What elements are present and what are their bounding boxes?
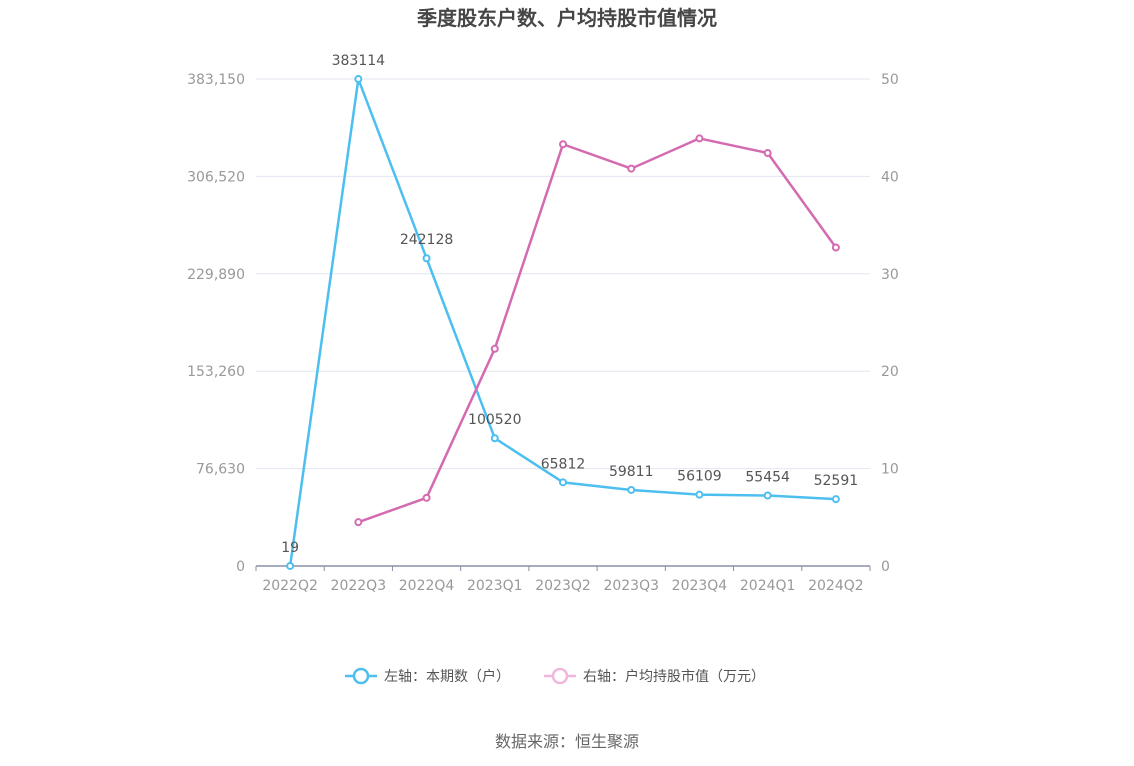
data-label: 56109	[677, 469, 722, 485]
y-left-tick-label: 383,150	[187, 72, 245, 88]
left-series-point	[763, 491, 772, 500]
right-series-point	[695, 134, 704, 143]
right-series-point	[559, 140, 567, 149]
x-tick-label: 2023Q2	[535, 578, 591, 594]
data-label: 59811	[609, 464, 654, 480]
right-series-point	[627, 164, 636, 173]
right-series-point	[422, 493, 431, 502]
left-series-point	[831, 495, 840, 504]
grid	[256, 78, 870, 470]
data-label: 100520	[468, 412, 521, 428]
data-label: 55454	[745, 470, 790, 486]
x-tick-label: 2024Q1	[740, 578, 796, 594]
y-left-tick-label: 229,890	[187, 267, 245, 283]
chart-title: 季度股东户数、户均持股市值情况	[416, 6, 717, 30]
data-label: 65812	[541, 456, 586, 472]
left-series-point	[695, 490, 704, 499]
left-series-line	[288, 77, 836, 567]
x-tick-label: 2022Q2	[262, 578, 318, 594]
left-series-point	[354, 75, 363, 84]
y-left-tick-label: 153,260	[187, 364, 245, 380]
x-tick-label: 2023Q3	[603, 578, 659, 594]
data-labels: 19 383114 242128 100520 65812 59811 56109 55454…	[281, 53, 858, 556]
source-note: 数据来源：恒生聚源	[495, 732, 639, 751]
legend-item-left[interactable]: 左轴：本期数（户）	[345, 667, 510, 685]
legend-item-right[interactable]: 右轴：户均持股市值（万元）	[544, 667, 765, 685]
x-tick-label: 2023Q4	[672, 578, 728, 594]
right-series-line	[357, 137, 837, 524]
y-left-tick-label: 76,630	[196, 462, 245, 478]
legend-label-right: 右轴：户均持股市值（万元）	[583, 668, 765, 685]
right-series-point	[831, 243, 840, 252]
data-label: 242128	[400, 232, 453, 248]
x-tick-label: 2024Q2	[808, 578, 864, 594]
y-right-tick-label: 50	[881, 72, 899, 88]
legend[interactable]: 左轴：本期数（户） 右轴：户均持股市值（万元）	[345, 667, 765, 685]
axes: 0 0 76,630 10 153,260 20 229,890 30 306,520 40 383…	[187, 72, 899, 594]
legend-marker-right-icon	[551, 667, 569, 685]
data-label: 383114	[332, 53, 386, 69]
right-series-point	[490, 344, 499, 353]
y-right-tick-label: 10	[881, 462, 899, 478]
x-tick-label: 2022Q4	[399, 578, 455, 594]
left-series-point	[490, 434, 499, 443]
left-series-point	[559, 478, 567, 487]
y-right-tick-label: 20	[881, 364, 899, 380]
right-series-point	[763, 149, 772, 158]
series	[286, 75, 840, 570]
y-left-tick-label: 0	[236, 559, 245, 575]
legend-marker-left-icon	[352, 667, 370, 685]
left-series-point	[422, 254, 431, 263]
data-label: 52591	[814, 473, 859, 489]
x-tick-label: 2022Q3	[331, 578, 387, 594]
left-series-point	[627, 485, 636, 494]
x-tick-label: 2023Q1	[467, 578, 523, 594]
legend-label-left: 左轴：本期数（户）	[384, 668, 510, 685]
left-series-point	[286, 561, 295, 570]
y-right-tick-label: 30	[881, 267, 899, 283]
right-series-point	[354, 518, 363, 527]
y-right-tick-label: 40	[881, 169, 899, 185]
y-left-tick-label: 306,520	[187, 169, 245, 185]
y-right-tick-label: 0	[881, 559, 890, 575]
data-label: 19	[281, 540, 299, 556]
